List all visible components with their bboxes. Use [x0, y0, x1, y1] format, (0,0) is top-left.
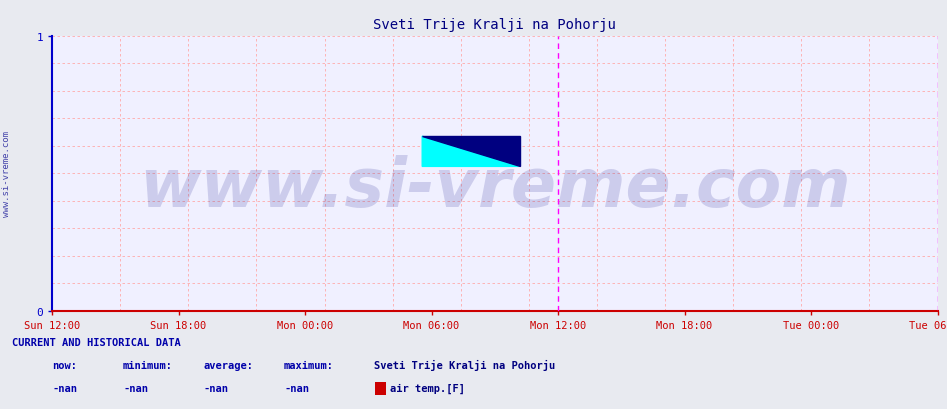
Text: maximum:: maximum: — [284, 360, 334, 370]
Text: -nan: -nan — [52, 382, 77, 393]
Text: minimum:: minimum: — [123, 360, 173, 370]
Polygon shape — [422, 137, 520, 167]
Text: www.si-vreme.com: www.si-vreme.com — [2, 131, 10, 217]
Text: www.si-vreme.com: www.si-vreme.com — [139, 155, 850, 220]
Text: average:: average: — [204, 360, 254, 370]
Text: -nan: -nan — [284, 382, 309, 393]
Text: CURRENT AND HISTORICAL DATA: CURRENT AND HISTORICAL DATA — [12, 337, 181, 348]
Text: Sveti Trije Kralji na Pohorju: Sveti Trije Kralji na Pohorju — [374, 359, 555, 370]
Text: air temp.[F]: air temp.[F] — [390, 382, 465, 393]
Polygon shape — [422, 137, 520, 167]
Text: -nan: -nan — [204, 382, 228, 393]
Text: now:: now: — [52, 360, 77, 370]
Text: -nan: -nan — [123, 382, 148, 393]
Title: Sveti Trije Kralji na Pohorju: Sveti Trije Kralji na Pohorju — [373, 18, 616, 31]
FancyBboxPatch shape — [422, 137, 520, 167]
